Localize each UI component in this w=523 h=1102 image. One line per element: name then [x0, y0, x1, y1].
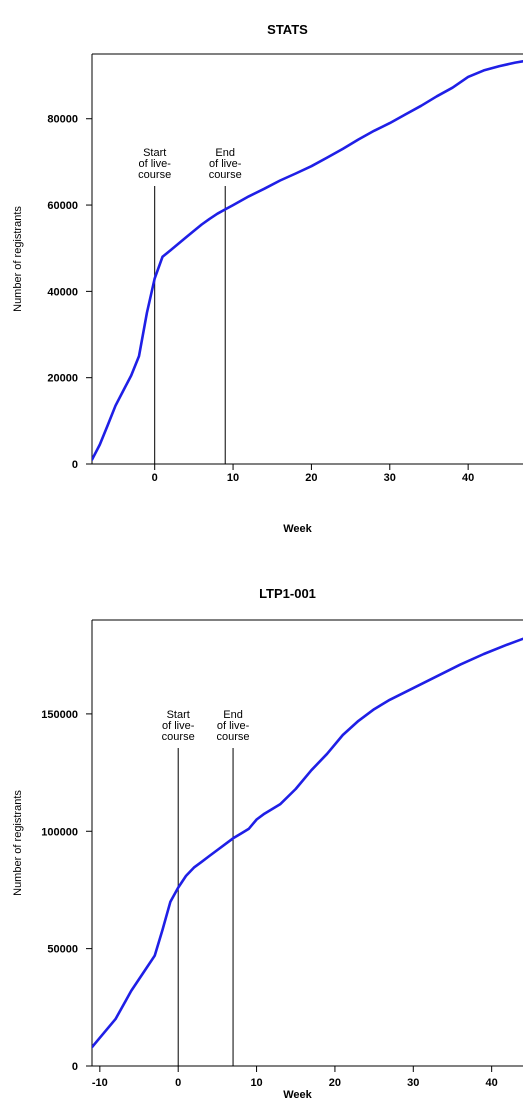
vline-label: course [217, 731, 250, 743]
chart-title: LTP1-001 [259, 586, 316, 601]
x-tick-label: 10 [227, 472, 239, 484]
y-tick-label: 20000 [47, 373, 78, 385]
y-tick-label: 0 [72, 1061, 78, 1073]
x-tick-label: 10 [250, 1077, 262, 1089]
vline-label: of live- [162, 720, 195, 732]
chart-title: STATS [267, 22, 308, 37]
chart-1: STATS 0 20000 40000 60000 80000 0 10 20 30 40 Week N… [12, 22, 523, 535]
x-axis-label: Week [283, 1089, 312, 1101]
y-tick-label: 80000 [47, 114, 78, 126]
x-tick-label: 40 [462, 472, 474, 484]
x-tick-label: 40 [486, 1077, 498, 1089]
y-tick-label: 100000 [41, 826, 78, 838]
vline-label: course [209, 169, 242, 181]
series-line-registrants [92, 59, 523, 462]
chart-2: LTP1-001 0 50000 100000 150000 -10 0 10 20 30 40 We… [12, 586, 523, 1101]
x-tick-label: 0 [175, 1077, 181, 1089]
vline-label: Start [143, 147, 166, 159]
x-tick-label: 30 [384, 472, 396, 484]
y-tick-label: 150000 [41, 709, 78, 721]
y-tick-label: 0 [72, 459, 78, 471]
x-tick-label: 30 [407, 1077, 419, 1089]
vline-label: course [162, 731, 195, 743]
x-axis-label: Week [283, 523, 312, 535]
x-tick-label: 20 [305, 472, 317, 484]
vline-label: of live- [209, 158, 242, 170]
series-line-registrants [92, 637, 523, 1049]
y-axis-label: Number of registrants [12, 790, 24, 896]
x-tick-label: -10 [92, 1077, 108, 1089]
vline-label: of live- [217, 720, 250, 732]
vline-label: End [215, 147, 235, 159]
y-axis-label: Number of registrants [12, 206, 24, 312]
vline-label: course [138, 169, 171, 181]
vline-label: Start [167, 709, 190, 721]
y-tick-label: 40000 [47, 286, 78, 298]
x-tick-label: 0 [152, 472, 158, 484]
y-tick-label: 60000 [47, 200, 78, 212]
vline-label: of live- [138, 158, 171, 170]
x-tick-label: 20 [329, 1077, 341, 1089]
vline-label: End [223, 709, 243, 721]
y-tick-label: 50000 [47, 944, 78, 956]
